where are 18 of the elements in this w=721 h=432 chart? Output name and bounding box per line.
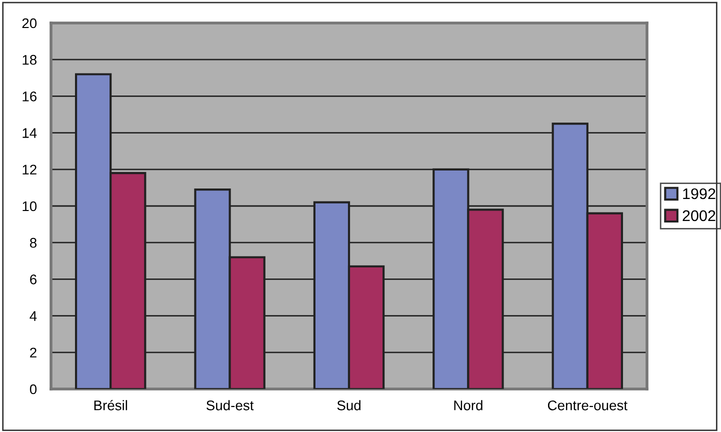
legend-label: 1992: [683, 188, 716, 200]
x-tick-label: Sud: [337, 400, 360, 410]
y-tick-label: 10: [22, 201, 37, 212]
x-tick-label: Brésil: [94, 400, 128, 410]
x-tick-label: Nord: [454, 400, 482, 410]
y-tick-label: 20: [22, 18, 37, 28]
x-tick-label: Sud-est: [206, 400, 254, 410]
x-tick-label: Centre-ouest: [548, 400, 628, 410]
legend-label: 2002: [682, 210, 716, 222]
y-tick-label: 12: [22, 164, 36, 174]
y-tick-label: 2: [30, 348, 36, 358]
y-tick-label: 4: [30, 311, 37, 321]
y-tick-label: 0: [30, 384, 37, 394]
y-tick-label: 8: [30, 238, 37, 248]
y-tick-label: 6: [30, 274, 36, 284]
y-tick-label: 14: [22, 128, 37, 138]
y-tick-label: 18: [22, 54, 37, 65]
y-tick-label: 16: [22, 92, 36, 102]
